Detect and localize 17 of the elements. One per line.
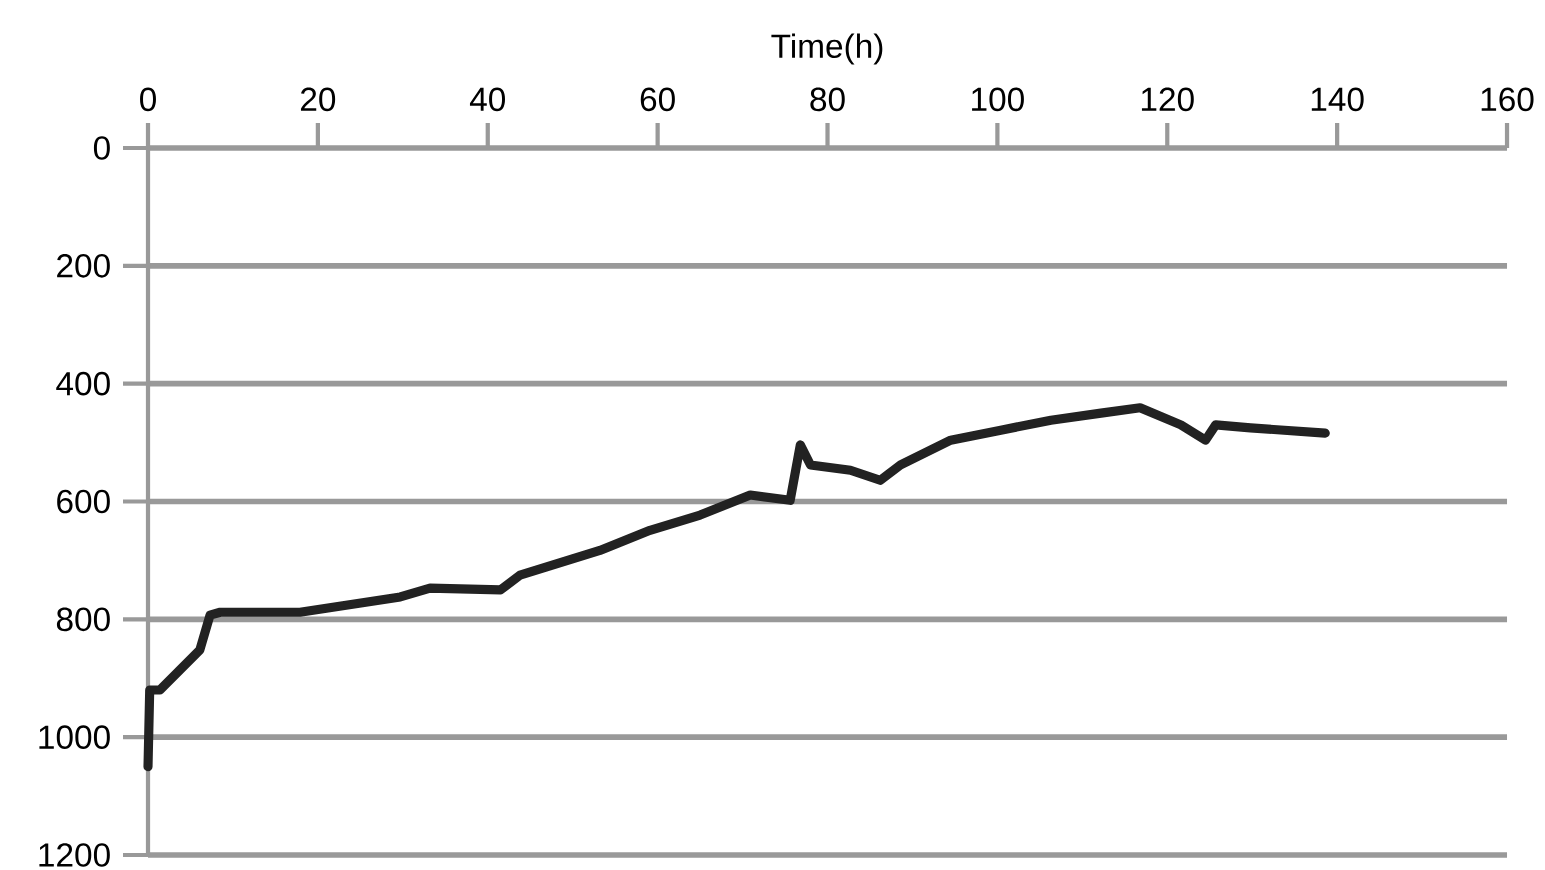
x-tick-label: 160: [1481, 87, 1534, 112]
x-tick-label: 140: [1311, 87, 1364, 112]
y-tick-label: 600: [57, 489, 110, 514]
x-tick-label: 20: [300, 87, 336, 112]
y-tick-label: 800: [56, 607, 110, 632]
y-tick-label: 0: [93, 136, 110, 160]
x-tick-label: 0: [140, 87, 156, 112]
x-tick-label: 100: [972, 87, 1024, 112]
x-tick-label: 60: [640, 87, 675, 112]
y-tick-label: 1000: [39, 725, 110, 749]
y-tick-label: 400: [56, 371, 110, 396]
x-axis-title: Time(h): [771, 33, 883, 65]
x-tick-label: 80: [810, 87, 845, 112]
y-tick-label: 200: [57, 254, 110, 278]
y-tick-label: 1200: [39, 843, 110, 867]
x-tick-label: 120: [1141, 87, 1194, 112]
x-tick-label: 40: [469, 87, 506, 112]
